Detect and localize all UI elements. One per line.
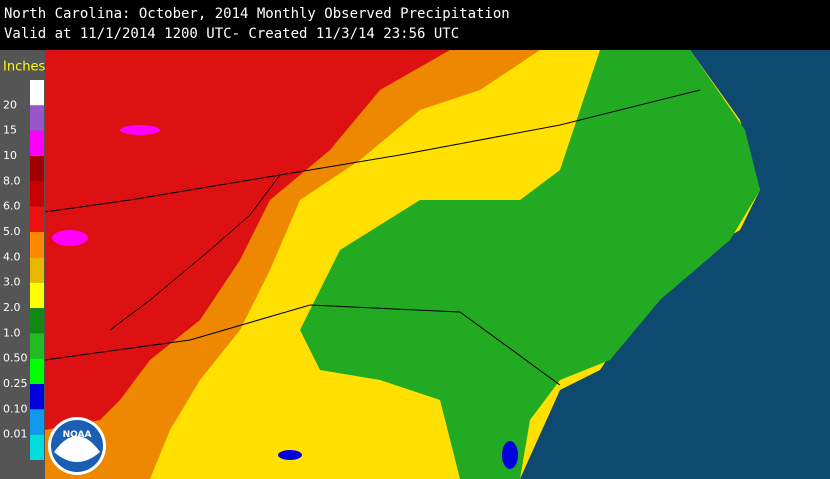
header-bar: [0, 0, 830, 50]
legend: 20 15 10 8.0 6.0 5.0 4.0 3.0 2.0 1.0 0.50 0.25 0.10 0…: [3, 80, 44, 460]
legend-label: 6.0: [3, 200, 21, 213]
legend-label: 3.0: [3, 276, 21, 289]
legend-swatch: [30, 308, 44, 334]
subtitle: Valid at 11/1/2014 1200 UTC- Created 11/…: [4, 26, 459, 42]
legend-swatch: [30, 156, 44, 182]
map: [44, 50, 830, 479]
legend-label: 1.0: [3, 326, 21, 339]
legend-label: 5.0: [3, 225, 21, 238]
logo-gull: [54, 436, 100, 462]
spot-magenta: [52, 230, 88, 246]
legend-label: 0.01: [3, 428, 28, 441]
legend-label: 8.0: [3, 174, 21, 187]
state-border: [44, 89, 701, 213]
spot-blue: [502, 441, 518, 469]
legend-swatch: [30, 206, 44, 232]
legend-label: 20: [3, 98, 17, 111]
spot-blue: [278, 450, 302, 460]
noaa-logo: NOAA: [48, 417, 106, 475]
spot-magenta: [120, 125, 160, 135]
legend-swatch: [30, 434, 44, 460]
legend-label: 0.25: [3, 377, 28, 390]
legend-label: 0.10: [3, 402, 28, 415]
legend-label: 4.0: [3, 250, 21, 263]
county-line: [109, 174, 281, 331]
legend-swatch: [30, 80, 44, 106]
title: North Carolina: October, 2014 Monthly Ob…: [4, 6, 510, 22]
legend-swatch: [30, 282, 44, 308]
legend-swatch: [30, 333, 44, 359]
legend-swatch: [30, 257, 44, 283]
legend-title: Inches: [3, 60, 45, 75]
legend-label: 10: [3, 149, 17, 162]
legend-swatch: [30, 105, 44, 131]
legend-label: 15: [3, 124, 17, 137]
legend-swatch: [30, 130, 44, 156]
legend-label: 0.50: [3, 352, 28, 365]
legend-label: 2.0: [3, 301, 21, 314]
state-border: [44, 304, 561, 386]
legend-swatch: [30, 181, 44, 207]
legend-swatch: [30, 232, 44, 258]
land-green: [300, 50, 760, 479]
legend-swatch: [30, 409, 44, 435]
legend-swatch: [30, 384, 44, 410]
land-red: [45, 50, 450, 430]
logo-text: NOAA: [63, 430, 92, 440]
legend-swatch: [30, 358, 44, 384]
